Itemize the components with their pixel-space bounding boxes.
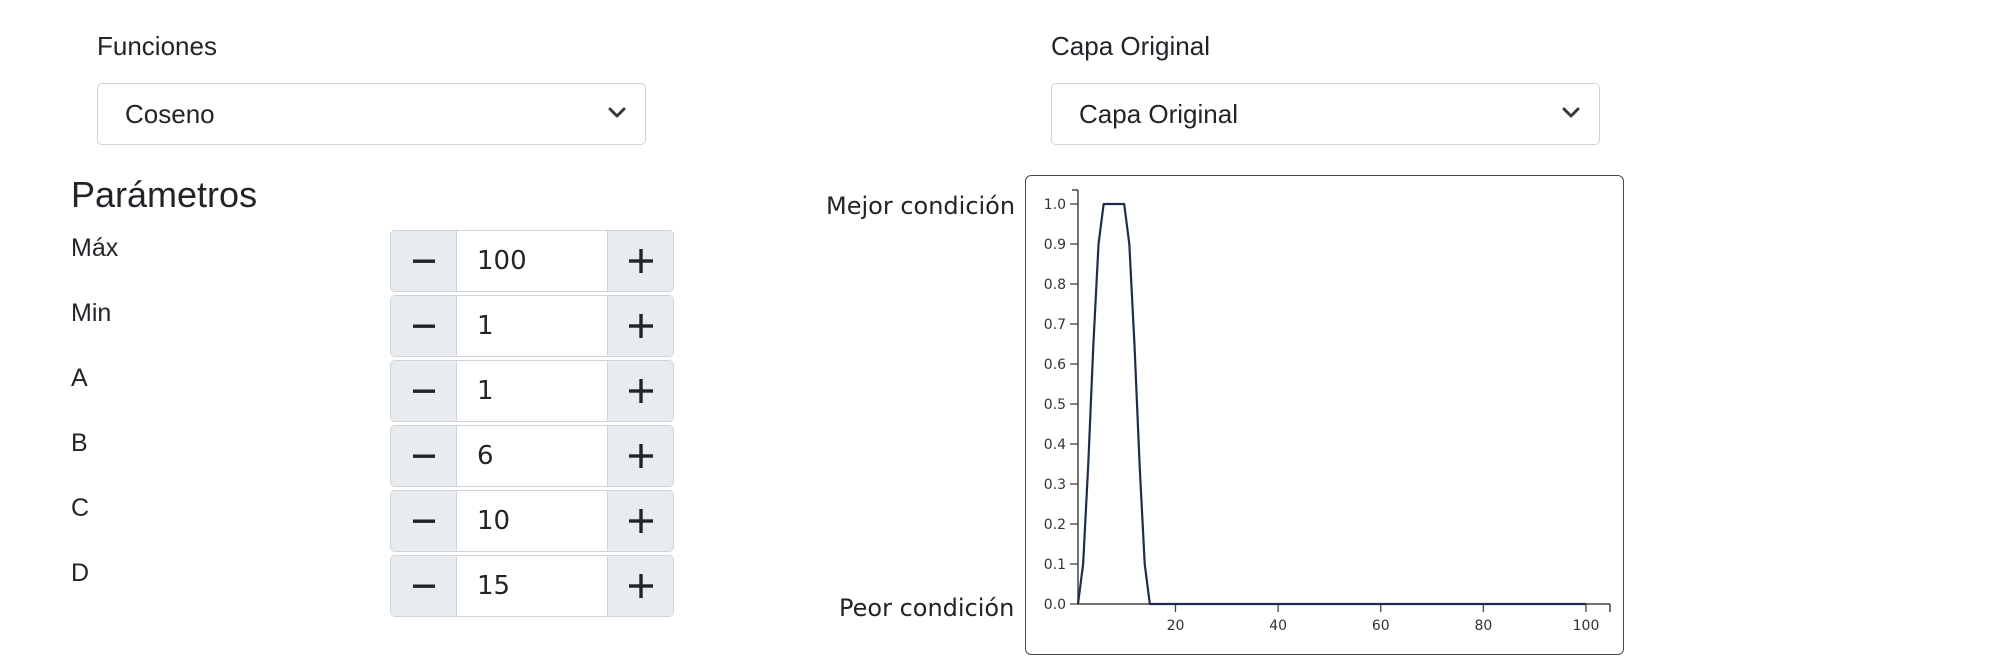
functions-label: Funciones <box>97 31 217 61</box>
param-value-input[interactable]: 15 <box>477 571 511 601</box>
decrement-button[interactable] <box>391 361 457 421</box>
param-label: B <box>71 429 88 457</box>
x-tick-label: 80 <box>1474 618 1492 634</box>
series-line <box>1076 202 1586 606</box>
param-stepper[interactable]: 1 <box>390 295 674 357</box>
param-label: D <box>71 559 90 587</box>
plus-icon <box>628 314 653 338</box>
minus-icon <box>412 389 435 393</box>
decrement-button[interactable] <box>391 491 457 551</box>
increment-button[interactable] <box>607 231 673 291</box>
minus-icon <box>412 584 435 588</box>
x-tick-label: 20 <box>1167 618 1185 634</box>
decrement-button[interactable] <box>391 426 457 486</box>
param-value-input[interactable]: 1 <box>477 376 494 406</box>
param-stepper[interactable]: 6 <box>390 425 674 487</box>
param-label: C <box>71 494 90 522</box>
minus-icon <box>412 259 435 263</box>
increment-button[interactable] <box>607 296 673 356</box>
y-tick-label: 0.9 <box>1044 237 1066 253</box>
y-tick-label: 0.5 <box>1044 397 1066 413</box>
param-label: Máx <box>71 234 119 262</box>
increment-button[interactable] <box>607 361 673 421</box>
y-tick-label: 0.6 <box>1044 357 1066 373</box>
worst-condition-label: Peor condición <box>839 594 1015 622</box>
y-tick-label: 1.0 <box>1044 197 1066 213</box>
x-tick-label: 60 <box>1372 618 1390 634</box>
parameters-title: Parámetros <box>71 174 258 215</box>
increment-button[interactable] <box>607 556 673 616</box>
chevron-down-icon <box>608 107 626 118</box>
param-label: A <box>71 364 88 392</box>
decrement-button[interactable] <box>391 556 457 616</box>
chart-svg: 0.0 0.1 0.2 0.3 0.4 0.5 0.6 0.7 0.8 0.9 1.0 20 40 60 8… <box>1044 189 1611 634</box>
y-tick-label: 0.2 <box>1044 517 1066 533</box>
plus-icon <box>628 379 653 403</box>
functions-select[interactable]: Coseno <box>97 83 646 145</box>
functions-select-value: Coseno <box>125 98 215 129</box>
decrement-button[interactable] <box>391 296 457 356</box>
y-tick-label: 0.8 <box>1044 277 1066 293</box>
plus-icon <box>628 509 653 533</box>
plus-icon <box>628 444 653 468</box>
layer-label: Capa Original <box>1051 31 1210 61</box>
layer-select[interactable]: Capa Original <box>1051 83 1600 145</box>
param-value-input[interactable]: 6 <box>477 441 494 471</box>
increment-button[interactable] <box>607 426 673 486</box>
x-tick-label: 100 <box>1573 618 1600 634</box>
plus-icon <box>628 249 653 273</box>
param-stepper[interactable]: 10 <box>390 490 674 552</box>
param-stepper[interactable]: 1 <box>390 360 674 422</box>
param-label: Min <box>71 299 112 327</box>
plus-icon <box>628 574 653 598</box>
x-tick-label: 40 <box>1269 618 1287 634</box>
decrement-button[interactable] <box>391 231 457 291</box>
param-value-input[interactable]: 100 <box>477 246 527 276</box>
minus-icon <box>412 454 435 458</box>
param-value-input[interactable]: 10 <box>477 506 511 536</box>
increment-button[interactable] <box>607 491 673 551</box>
y-tick-label: 0.3 <box>1044 477 1066 493</box>
best-condition-label: Mejor condición <box>826 192 1016 220</box>
param-stepper[interactable]: 15 <box>390 555 674 617</box>
y-tick-label: 0.1 <box>1044 557 1066 573</box>
chevron-down-icon <box>1562 107 1580 118</box>
y-tick-label: 0.4 <box>1044 437 1066 453</box>
param-value-input[interactable]: 1 <box>477 311 494 341</box>
function-chart: 0.0 0.1 0.2 0.3 0.4 0.5 0.6 0.7 0.8 0.9 1.0 20 40 60 8… <box>1025 175 1624 655</box>
minus-icon <box>412 324 435 328</box>
layer-select-value: Capa Original <box>1079 98 1238 129</box>
minus-icon <box>412 519 435 523</box>
param-stepper[interactable]: 100 <box>390 230 674 292</box>
y-tick-label: 0.7 <box>1044 317 1066 333</box>
y-tick-label: 0.0 <box>1044 597 1066 613</box>
